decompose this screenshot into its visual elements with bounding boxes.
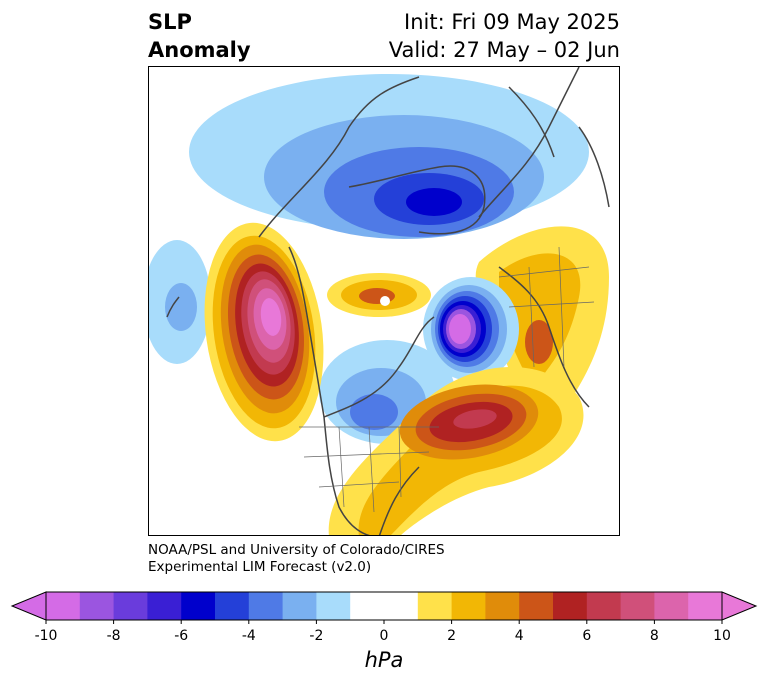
title-line-2: Anomaly [148, 38, 251, 62]
colorbar-tick-label: 6 [582, 628, 592, 644]
colorbar-segment [485, 592, 520, 620]
colorbar-under-arrow [10, 591, 47, 621]
colorbar-tick-label: 8 [649, 628, 659, 644]
colorbar-tick-label: -8 [106, 628, 121, 644]
colorbar-tick-labels: -10 -8 -6 -4 -2 0 2 4 6 8 10 [0, 628, 768, 648]
colorbar-segment [147, 592, 182, 620]
europe-low-contours [423, 277, 519, 381]
colorbar-segment [282, 592, 317, 620]
coastlines [166, 67, 610, 535]
colorbar-segment [620, 592, 655, 620]
credit-line-1: NOAA/PSL and University of Colorado/CIRE… [148, 542, 445, 558]
arctic-low-contours [189, 74, 589, 239]
colorbar-tick-label: -6 [174, 628, 189, 644]
map-title: SLP Anomaly [148, 8, 251, 64]
colorbar-segment [316, 592, 351, 620]
borders [299, 246, 595, 513]
credit-line-2: Experimental LIM Forecast (v2.0) [148, 559, 372, 575]
colorbar-segment [553, 592, 588, 620]
colorbar-segment [113, 592, 148, 620]
colorbar-tick-label: 0 [379, 628, 389, 644]
slp-anomaly-map [148, 66, 620, 536]
colorbar-segment [688, 592, 723, 620]
pacific-high-contours [204, 222, 324, 442]
colorbar-segment [451, 592, 486, 620]
arctic-high-contours [327, 273, 431, 317]
colorbar-segment [215, 592, 250, 620]
colorbar-segment [46, 592, 81, 620]
colorbar-tick-label: 2 [447, 628, 457, 644]
forecast-dates: Init: Fri 09 May 2025 Valid: 27 May – 02… [389, 8, 620, 64]
colorbar-segment [248, 592, 284, 620]
colorbar-tick-label: 10 [713, 628, 731, 644]
colorbar-segment [79, 592, 115, 620]
colorbar [10, 591, 758, 624]
colorbar-segment [417, 592, 453, 620]
init-date: Init: Fri 09 May 2025 [404, 10, 620, 34]
colorbar-tick-label: -4 [241, 628, 256, 644]
colorbar-segment [384, 592, 419, 620]
colorbar-tick-label: -2 [309, 628, 324, 644]
colorbar-tick-label: -10 [34, 628, 58, 644]
colorbar-tick-label: 4 [514, 628, 524, 644]
colorbar-segment [519, 592, 554, 620]
colorbar-segment [654, 592, 689, 620]
atlantic-high-contours [328, 367, 584, 535]
colorbar-segment [350, 592, 385, 620]
title-line-1: SLP [148, 10, 192, 34]
valid-date: Valid: 27 May – 02 Jun [388, 38, 620, 62]
pacific-low-contours [149, 240, 211, 364]
colorbar-segment [586, 592, 622, 620]
colorbar-units: hPa [364, 648, 404, 672]
colorbar-segment [181, 592, 216, 620]
credit-text: NOAA/PSL and University of Colorado/CIRE… [148, 542, 445, 576]
colorbar-over-arrow [721, 591, 758, 621]
